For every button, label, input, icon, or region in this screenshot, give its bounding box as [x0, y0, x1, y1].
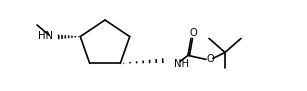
Text: O: O: [206, 54, 214, 64]
Text: NH: NH: [174, 59, 189, 69]
Text: O: O: [189, 28, 197, 38]
Text: HN: HN: [38, 31, 53, 41]
